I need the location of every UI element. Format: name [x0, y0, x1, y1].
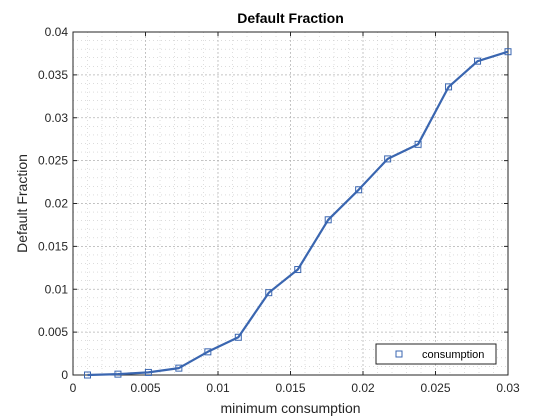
y-tick-label: 0.03 [45, 111, 69, 125]
y-axis-label: Default Fraction [14, 154, 30, 253]
x-tick-label: 0.01 [206, 381, 230, 395]
x-tick-label: 0.005 [130, 381, 160, 395]
y-tick-label: 0.025 [38, 154, 68, 168]
x-axis-label: minimum consumption [220, 400, 360, 416]
major-grid [72, 31, 509, 376]
chart-title: Default Fraction [237, 10, 344, 26]
data-point-marker [324, 216, 332, 224]
y-tick-label: 0.015 [38, 239, 68, 253]
legend-entry-consumption: consumption [422, 349, 484, 361]
x-tick-label: 0.025 [420, 381, 450, 395]
y-tick-label: 0.01 [45, 282, 69, 296]
legend: consumption [375, 343, 497, 365]
data-point-marker [175, 364, 183, 372]
data-point-marker [265, 289, 273, 297]
data-point-marker [114, 370, 122, 378]
data-point-marker [144, 368, 152, 376]
data-point-marker [445, 83, 453, 91]
data-point-marker [294, 266, 302, 274]
y-tick-label: 0.005 [38, 325, 68, 339]
x-tick-label: 0.02 [351, 381, 375, 395]
legend-marker-square [395, 350, 403, 358]
y-tick-label: 0.04 [45, 25, 69, 39]
data-point-marker [414, 140, 422, 148]
legend-box [375, 343, 497, 365]
x-tick-label: 0 [70, 381, 77, 395]
x-axis-tick-labels: 0 0.005 0.01 0.015 0.02 0.025 0.03 [70, 381, 520, 395]
series-layer [84, 48, 512, 379]
y-tick-label: 0.02 [45, 197, 69, 211]
y-axis-tick-labels: 0 0.005 0.01 0.015 0.02 0.025 0.03 0.035 0.04 [38, 25, 68, 382]
data-point-marker [234, 333, 242, 341]
data-point-marker [474, 57, 482, 65]
y-tick-label: 0 [61, 368, 68, 382]
data-point-marker [204, 348, 212, 356]
data-point-marker [84, 371, 91, 379]
y-tick-label: 0.035 [38, 68, 68, 82]
x-tick-label: 0.015 [275, 381, 305, 395]
series-line-consumption [87, 50, 509, 377]
data-point-marker [504, 48, 512, 56]
data-point-marker [384, 155, 392, 163]
x-tick-label: 0.03 [496, 381, 520, 395]
data-point-marker [355, 186, 363, 194]
axis-ticks [72, 31, 509, 376]
